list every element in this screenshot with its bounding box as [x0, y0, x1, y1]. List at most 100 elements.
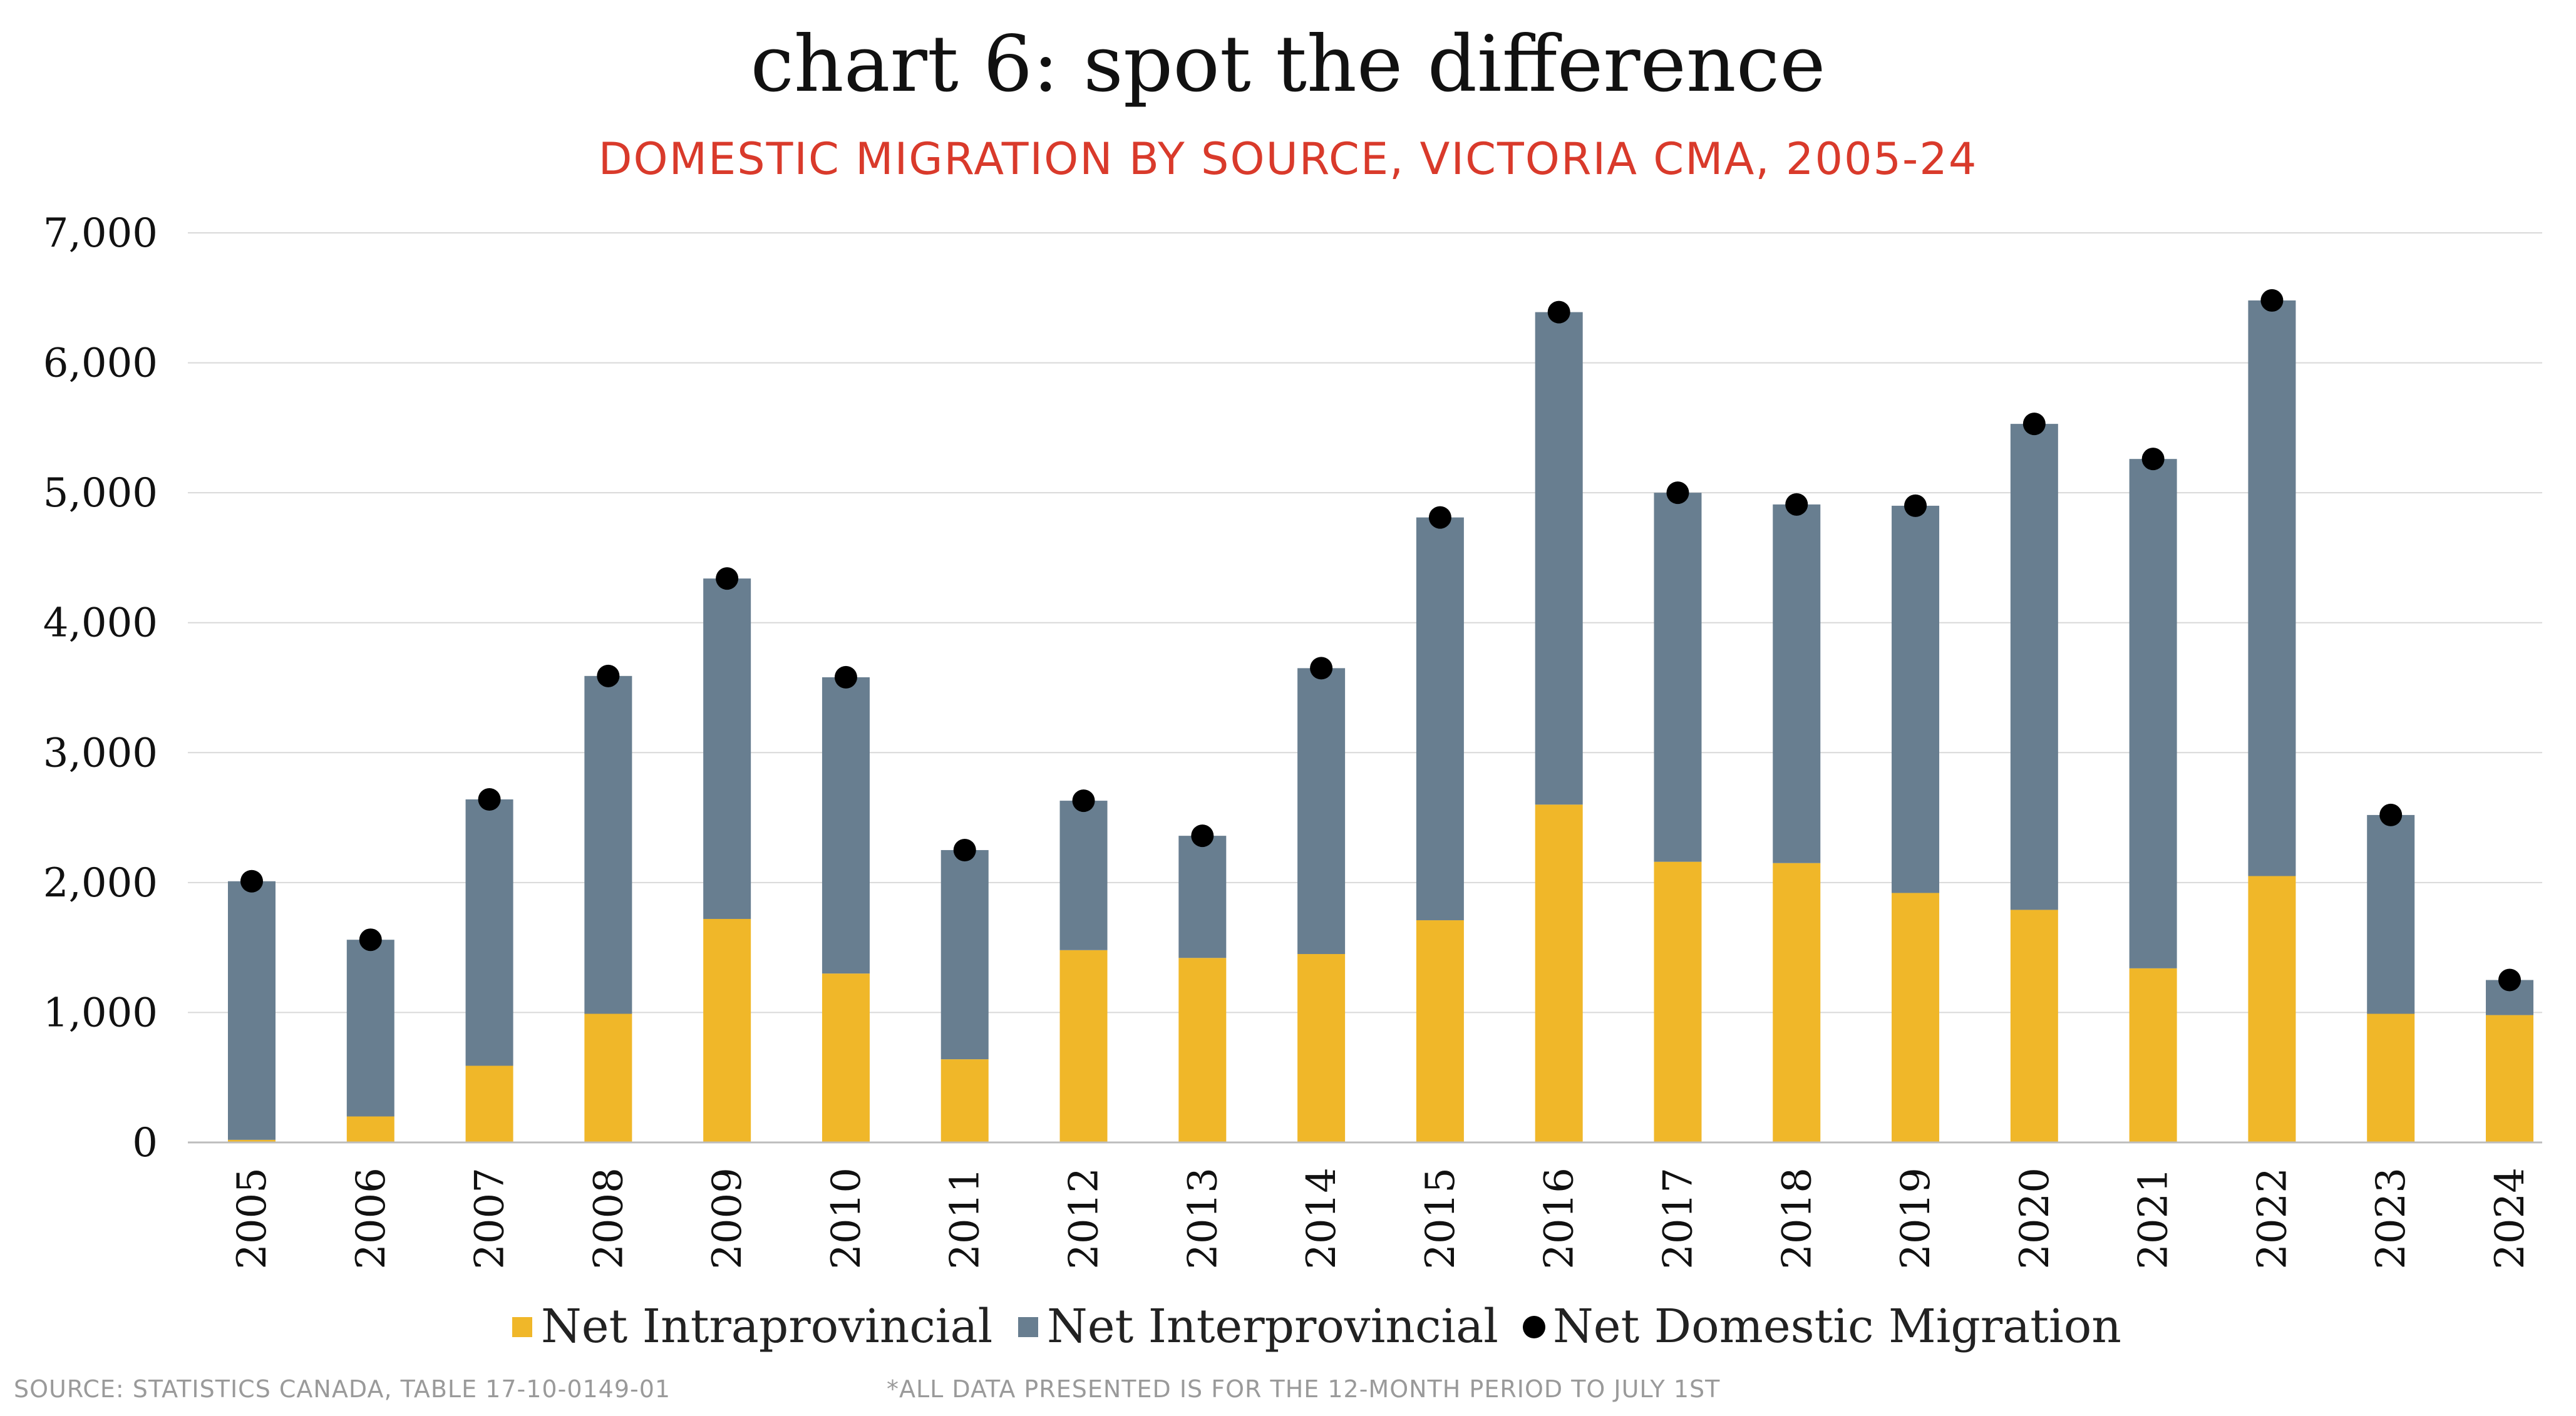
- net-domestic-points: [240, 289, 2521, 992]
- bar-intraprovincial-2013: [1178, 958, 1227, 1142]
- bar-intraprovincial-2017: [1654, 861, 1702, 1142]
- point-net-domestic-2011: [953, 838, 976, 861]
- x-tick-label: 2008: [585, 1167, 632, 1270]
- point-net-domestic-2017: [1666, 481, 1689, 505]
- bar-intraprovincial-2011: [940, 1059, 989, 1142]
- bar-intraprovincial-2005: [228, 1139, 276, 1142]
- y-tick-label: 1,000: [43, 990, 158, 1036]
- source-note: SOURCE: STATISTICS CANADA, TABLE 17-10-0…: [14, 1375, 671, 1403]
- gridlines: [188, 232, 2542, 1013]
- bar-intraprovincial-2023: [2367, 1013, 2415, 1142]
- legend-swatch-interprovincial: [1018, 1317, 1038, 1337]
- y-tick-label: 6,000: [43, 341, 158, 387]
- legend-swatch-net-domestic: [1523, 1316, 1545, 1338]
- bar-intraprovincial-2021: [2129, 968, 2177, 1142]
- x-tick-label: 2012: [1061, 1167, 1108, 1270]
- bars: [228, 300, 2533, 1142]
- y-tick-label: 3,000: [43, 730, 158, 776]
- legend-label-intraprovincial: Net Intraprovincial: [541, 1300, 992, 1353]
- legend-swatch-intraprovincial: [512, 1317, 532, 1337]
- y-axis-ticks: 0 1,000 2,000 3,000 4,000 5,000 6,000 7,000: [43, 210, 158, 1166]
- y-tick-label: 4,000: [43, 600, 158, 647]
- bar-intraprovincial-2015: [1416, 920, 1464, 1142]
- bar-interprovincial-2005: [228, 881, 276, 1140]
- bar-interprovincial-2010: [822, 677, 870, 974]
- x-tick-label: 2017: [1655, 1167, 1701, 1270]
- bar-intraprovincial-2012: [1059, 950, 1108, 1142]
- legend: Net Intraprovincial Net Interprovincial …: [512, 1300, 2121, 1353]
- bar-interprovincial-2023: [2367, 814, 2415, 1014]
- bar-interprovincial-2006: [346, 940, 394, 1117]
- x-tick-label: 2006: [348, 1167, 394, 1270]
- bar-intraprovincial-2007: [465, 1065, 513, 1142]
- bar-intraprovincial-2016: [1535, 804, 1583, 1142]
- point-net-domestic-2016: [1547, 300, 1570, 324]
- x-tick-label: 2021: [2131, 1167, 2177, 1270]
- point-net-domestic-2005: [240, 870, 263, 893]
- bar-interprovincial-2011: [940, 849, 989, 1060]
- x-tick-label: 2009: [704, 1167, 751, 1270]
- x-axis-ticks: 2005 2006 2007 2008 2009 2010 2011 2012 2013 2014…: [229, 1167, 2533, 1270]
- bar-intraprovincial-2018: [1773, 863, 1821, 1142]
- bar-interprovincial-2009: [703, 578, 751, 919]
- point-net-domestic-2013: [1191, 824, 1214, 848]
- x-tick-label: 2024: [2487, 1167, 2533, 1270]
- x-tick-label: 2022: [2249, 1167, 2295, 1270]
- x-tick-label: 2020: [2012, 1167, 2058, 1270]
- legend-label-net-domestic: Net Domestic Migration: [1553, 1300, 2121, 1353]
- bar-interprovincial-2022: [2248, 300, 2296, 876]
- point-net-domestic-2019: [1904, 494, 1927, 517]
- x-tick-label: 2005: [229, 1167, 276, 1270]
- point-net-domestic-2006: [359, 928, 382, 952]
- bar-intraprovincial-2006: [346, 1116, 394, 1142]
- point-net-domestic-2009: [716, 567, 739, 590]
- bar-interprovincial-2015: [1416, 517, 1464, 921]
- legend-label-interprovincial: Net Interprovincial: [1047, 1300, 1498, 1353]
- point-net-domestic-2012: [1072, 789, 1095, 813]
- point-net-domestic-2014: [1310, 657, 1333, 680]
- y-tick-label: 2,000: [43, 860, 158, 906]
- point-net-domestic-2022: [2260, 289, 2284, 312]
- point-net-domestic-2008: [597, 664, 620, 687]
- x-tick-label: 2019: [1893, 1167, 1939, 1270]
- x-tick-label: 2023: [2368, 1167, 2414, 1270]
- x-tick-label: 2018: [1774, 1167, 1820, 1270]
- x-tick-label: 2016: [1537, 1167, 1583, 1270]
- point-net-domestic-2021: [2141, 448, 2165, 471]
- point-net-domestic-2007: [478, 788, 501, 811]
- x-tick-label: 2015: [1418, 1167, 1464, 1270]
- bar-interprovincial-2012: [1059, 801, 1108, 950]
- chart-subtitle: DOMESTIC MIGRATION BY SOURCE, VICTORIA C…: [599, 133, 1978, 185]
- y-tick-label: 7,000: [43, 210, 158, 257]
- bar-interprovincial-2013: [1178, 836, 1227, 958]
- bar-intraprovincial-2010: [822, 973, 870, 1142]
- bar-interprovincial-2014: [1297, 668, 1346, 955]
- bar-interprovincial-2016: [1535, 312, 1583, 805]
- y-tick-label: 5,000: [43, 470, 158, 516]
- bar-interprovincial-2020: [2010, 424, 2058, 910]
- period-note: *ALL DATA PRESENTED IS FOR THE 12-MONTH …: [887, 1375, 1720, 1403]
- bar-interprovincial-2018: [1773, 504, 1821, 863]
- x-tick-label: 2011: [942, 1167, 989, 1270]
- point-net-domestic-2023: [2379, 803, 2403, 826]
- chart-title: chart 6: spot the difference: [750, 19, 1825, 110]
- point-net-domestic-2018: [1785, 493, 1808, 516]
- x-tick-label: 2014: [1299, 1167, 1345, 1270]
- bar-intraprovincial-2008: [584, 1013, 632, 1142]
- x-tick-label: 2007: [467, 1167, 513, 1270]
- bar-interprovincial-2017: [1654, 493, 1702, 862]
- bar-intraprovincial-2020: [2010, 910, 2058, 1142]
- bar-intraprovincial-2019: [1892, 893, 1940, 1142]
- bar-interprovincial-2021: [2129, 459, 2177, 968]
- y-tick-label: 0: [132, 1120, 158, 1166]
- bar-interprovincial-2019: [1892, 505, 1940, 893]
- x-tick-label: 2013: [1180, 1167, 1226, 1270]
- point-net-domestic-2024: [2498, 968, 2521, 992]
- bar-intraprovincial-2014: [1297, 954, 1346, 1142]
- bar-intraprovincial-2024: [2486, 1015, 2533, 1142]
- point-net-domestic-2020: [2022, 413, 2046, 436]
- x-tick-label: 2010: [823, 1167, 870, 1270]
- bar-interprovincial-2007: [465, 799, 513, 1066]
- point-net-domestic-2015: [1428, 506, 1451, 529]
